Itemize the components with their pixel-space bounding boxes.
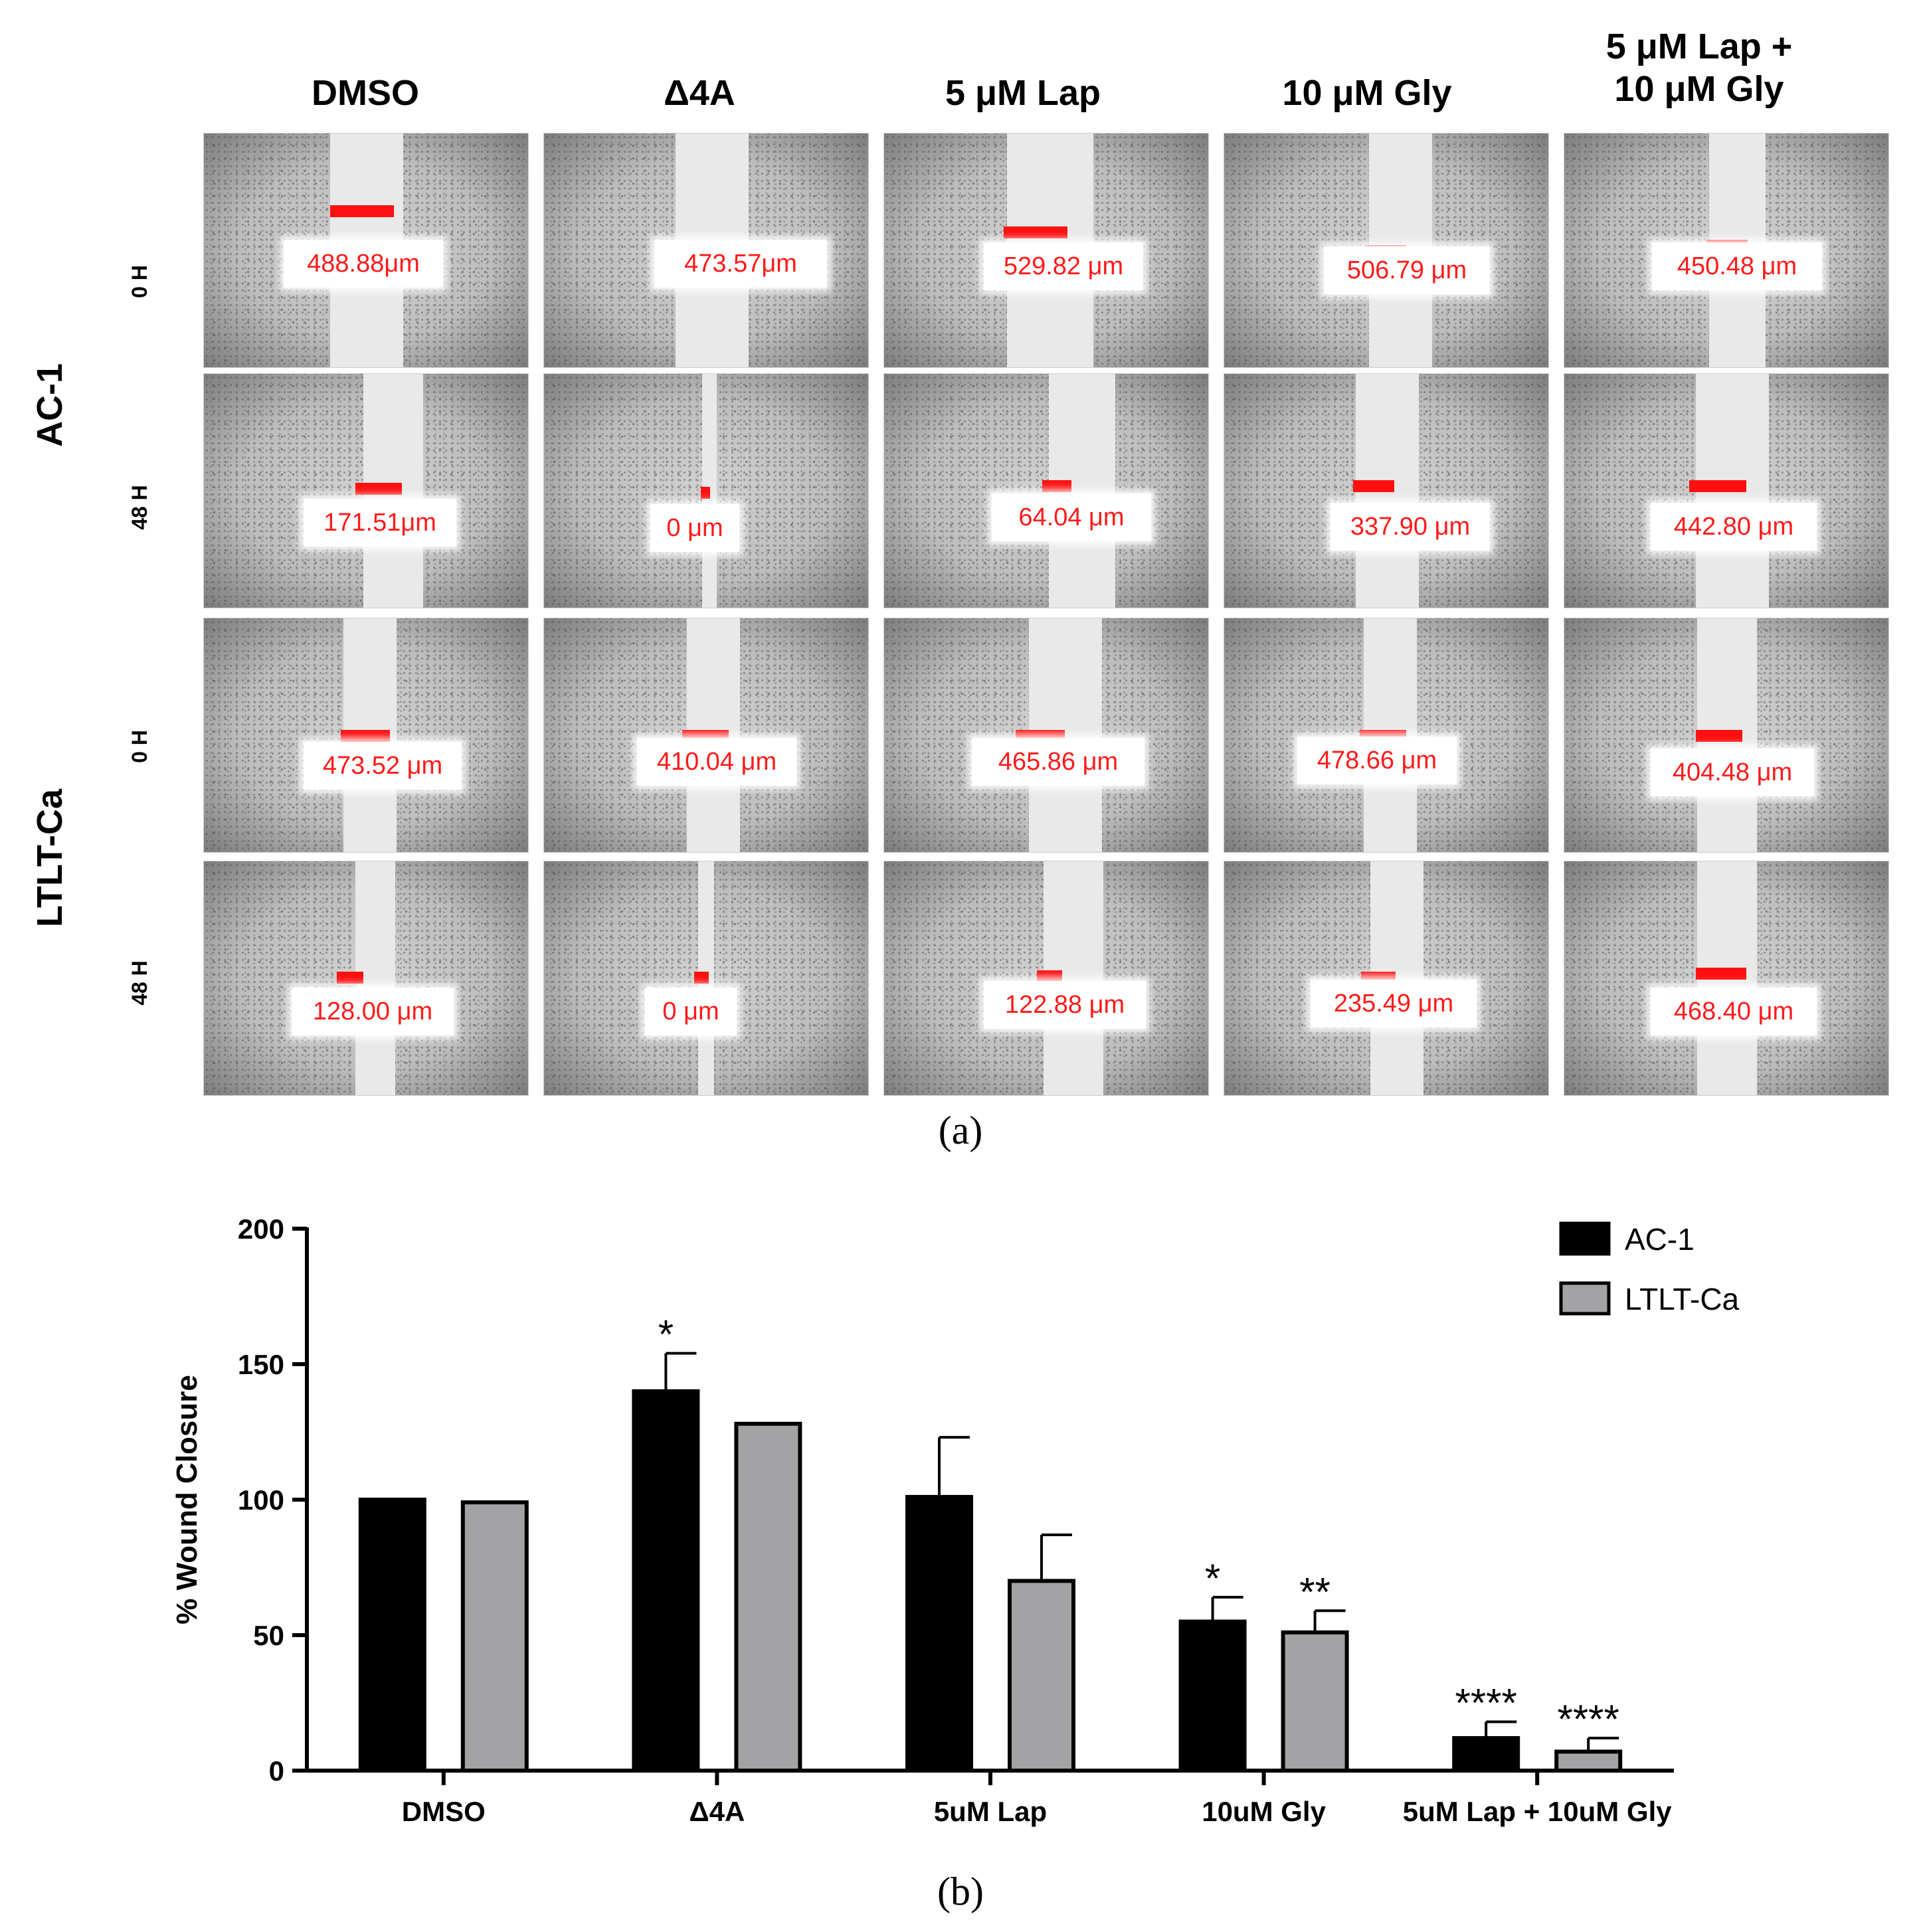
significance-marker: * <box>1205 1556 1220 1601</box>
x-tick-label: DMSO <box>402 1796 486 1827</box>
scratch-image-r4-c4: 235.49 μm <box>1224 861 1549 1096</box>
time-label-ltlt-0h: 0 H <box>128 730 151 763</box>
scratch-image-r3-c3: 465.86 μm <box>883 618 1209 853</box>
bar-ltlt-ca <box>460 1500 529 1773</box>
scratch-image-r1-c2: 473.57μm <box>543 133 869 368</box>
gap-width-label: 473.52 μm <box>304 742 462 790</box>
gap-width-label: 465.86 μm <box>972 738 1144 786</box>
gap-width-label: 0 μm <box>645 988 737 1035</box>
column-header-dmso: DMSO <box>312 73 419 113</box>
gap-width-label: 468.40 μm <box>1651 988 1817 1035</box>
scratch-image-r2-c2: 0 μm <box>543 373 869 608</box>
x-tick-label: 5uM Lap <box>934 1796 1047 1827</box>
y-axis-title: % Wound Closure <box>171 1375 203 1625</box>
gap-width-label: 473.57μm <box>654 240 827 288</box>
significance-marker: **** <box>1455 1681 1516 1725</box>
gap-width-label: 64.04 μm <box>992 493 1151 541</box>
scratch-image-r3-c4: 478.66 μm <box>1224 618 1549 853</box>
panel-a: DMSO Δ4A 5 μM Lap 10 μM Gly 5 μM Lap + 1… <box>30 27 1889 1152</box>
significance-marker: * <box>658 1312 674 1357</box>
scratch-image-r1-c1: 488.88μm <box>203 133 529 368</box>
scratch-image-r3-c5: 404.48 μm <box>1564 618 1889 853</box>
gap-width-label: 122.88 μm <box>984 981 1146 1029</box>
time-label-ac1-48h: 48 H <box>128 485 151 530</box>
measurement-marker <box>1042 480 1071 492</box>
scratch-image-r2-c4: 337.90 μm <box>1224 373 1549 608</box>
group-label-ltlt-ca: LTLT-Ca <box>30 789 70 927</box>
legend-swatch-ltlt-ca <box>1559 1281 1611 1316</box>
gap-width-label: 506.79 μm <box>1324 246 1490 294</box>
measurement-marker <box>1696 730 1742 742</box>
bar-ltlt-ca <box>734 1421 802 1773</box>
bar-ac-1 <box>358 1498 426 1773</box>
column-header-delta4a: Δ4A <box>664 73 735 113</box>
scratch-image-r1-c5: 450.48 μm <box>1564 133 1889 368</box>
scratch-image-r1-c3: 529.82 μm <box>883 133 1209 368</box>
measurement-marker <box>1037 970 1062 982</box>
bar-ltlt-ca <box>1554 1749 1623 1773</box>
y-tick-label: 200 <box>238 1213 284 1245</box>
legend-label-ac-1: AC-1 <box>1625 1222 1694 1257</box>
bar-ac-1 <box>905 1494 973 1773</box>
group-label-ac1: AC-1 <box>30 363 70 448</box>
bar-ltlt-ca <box>1008 1579 1075 1773</box>
gap-width-label: 478.66 μm <box>1297 737 1457 784</box>
measurement-marker <box>1689 480 1746 492</box>
x-tick-label: 5uM Lap + 10uM Gly <box>1403 1796 1673 1827</box>
caption-b: (b) <box>937 1870 984 1913</box>
scratch-image-r4-c3: 122.88 μm <box>883 861 1209 1096</box>
measurement-marker <box>341 730 390 742</box>
caption-a: (a) <box>938 1108 983 1152</box>
column-header-lap: 5 μM Lap <box>945 73 1101 113</box>
measurement-marker <box>694 972 709 984</box>
scratch-image-r4-c5: 468.40 μm <box>1564 861 1889 1096</box>
measurement-marker <box>1353 480 1394 492</box>
panel-b: 0 50 100 150 200 % Wound Closure DMSO Δ4A 5uM La… <box>0 1189 1921 1929</box>
x-tick-label: 10uM Gly <box>1202 1796 1326 1827</box>
bar-ltlt-ca <box>1281 1630 1349 1773</box>
legend-swatch-ac-1 <box>1559 1221 1611 1256</box>
bar-ac-1 <box>1452 1736 1520 1773</box>
significance-marker: **** <box>1557 1697 1619 1741</box>
gap-width-label: 450.48 μm <box>1652 242 1822 290</box>
column-header-lap-gly: 5 μM Lap + 10 μM Gly <box>1605 27 1793 109</box>
measurement-marker <box>355 483 402 495</box>
scratch-image-r4-c1: 128.00 μm <box>203 861 529 1096</box>
measurement-marker <box>337 972 363 984</box>
gap-width-label: 171.51μm <box>304 499 456 547</box>
significance-marker: ** <box>1299 1569 1330 1614</box>
scratch-image-r3-c2: 410.04 μm <box>543 618 869 853</box>
bar-ac-1 <box>632 1389 700 1773</box>
measurement-marker <box>330 205 394 217</box>
scratch-image-r4-c2: 0 μm <box>543 861 869 1096</box>
scratch-image-r2-c3: 64.04 μm <box>883 373 1209 608</box>
scratch-image-r2-c5: 442.80 μm <box>1564 373 1889 608</box>
time-label-ltlt-48h: 48 H <box>128 960 151 1006</box>
scratch-image-r1-c4: 506.79 μm <box>1224 133 1549 368</box>
gap-width-label: 442.80 μm <box>1651 503 1817 551</box>
gap-width-label: 529.82 μm <box>984 242 1143 290</box>
y-tick-label: 150 <box>238 1349 284 1380</box>
gap-width-label: 337.90 μm <box>1330 503 1490 551</box>
gap-width-label: 404.48 μm <box>1651 748 1814 796</box>
scratch-image-r3-c1: 473.52 μm <box>203 618 529 853</box>
gap-width-label: 0 μm <box>650 504 739 552</box>
legend-label-ltlt-ca: LTLT-Ca <box>1625 1282 1740 1316</box>
y-tick-label: 100 <box>238 1484 284 1516</box>
scratch-image-r2-c1: 171.51μm <box>203 373 529 608</box>
gap-width-label: 488.88μm <box>284 240 443 288</box>
gap-width-label: 128.00 μm <box>292 988 454 1035</box>
measurement-marker <box>1004 226 1067 238</box>
column-header-gly: 10 μM Gly <box>1282 73 1452 113</box>
gap-width-label: 235.49 μm <box>1311 980 1477 1027</box>
measurement-marker <box>701 487 710 499</box>
y-tick-label: 50 <box>253 1620 284 1651</box>
bar-ac-1 <box>1178 1619 1247 1773</box>
wound-closure-bar-chart: 0 50 100 150 200 % Wound Closure DMSO Δ4A 5uM La… <box>171 1213 1740 1827</box>
measurement-marker <box>1696 968 1746 980</box>
gap-width-label: 410.04 μm <box>637 738 796 786</box>
time-label-ac1-0h: 0 H <box>128 265 151 298</box>
x-tick-label: Δ4A <box>689 1796 745 1827</box>
y-tick-label: 0 <box>269 1755 284 1787</box>
